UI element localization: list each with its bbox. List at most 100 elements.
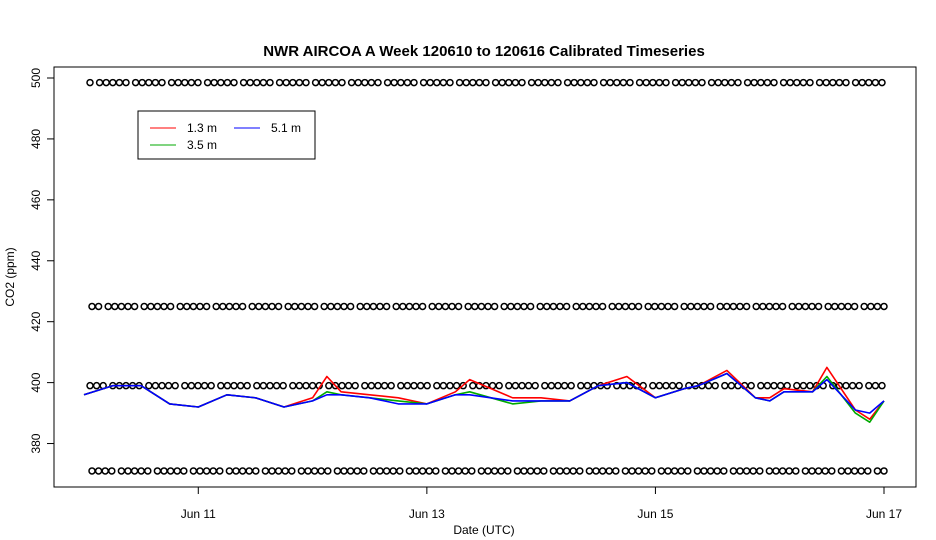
reference-point [426,78,434,87]
reference-point [554,78,562,87]
reference-point [230,78,238,87]
reference-point [344,381,353,390]
reference-point [500,302,508,311]
reference-point [243,381,251,390]
reference-point [382,467,391,475]
reference-point [615,302,623,311]
reference-point [111,302,119,311]
reference-point [687,302,695,311]
reference-point [183,302,191,311]
reference-point [612,467,620,475]
reference-point [166,302,175,311]
reference-point [369,302,378,311]
reference-point [844,467,852,475]
reference-point [691,78,700,87]
reference-point [448,302,456,311]
reference-point [577,78,585,87]
reference-point [236,381,245,390]
reference-point [308,381,317,390]
reference-point [842,381,850,390]
reference-point [302,78,310,87]
reference-point [363,302,371,311]
reference-point [217,381,225,390]
reference-point [171,381,179,390]
reference-point [173,467,181,475]
reference-point [361,381,369,390]
reference-point [102,78,110,87]
reference-point [390,78,398,87]
reference-point [490,302,499,311]
reference-point [219,302,227,311]
reference-point [577,381,585,390]
reference-point [563,78,572,87]
reference-point [671,78,680,87]
reference-point [680,302,688,311]
reference-point [541,381,549,390]
reference-point [86,381,94,390]
reference-point [657,467,666,475]
reference-point [713,467,721,475]
y-axis-label: CO2 (ppm) [3,247,17,306]
reference-point [397,381,405,390]
x-axis: Jun 11 Jun 13 Jun 15 Jun 17 [181,486,902,521]
reference-point [187,78,196,87]
reference-point [507,302,515,311]
reference-point [340,467,348,475]
reference-point [829,78,837,87]
reference-point [477,302,486,311]
reference-point [822,78,830,87]
reference-point [145,78,153,87]
reference-point [772,467,780,475]
reference-point [416,381,425,390]
reference-point [716,302,724,311]
y-axis: 380 400 420 440 460 480 500 [29,68,55,454]
reference-point [418,302,427,311]
reference-point [533,467,541,475]
reference-point [779,78,788,87]
reference-point [317,467,325,475]
reference-point [644,302,652,311]
reference-point [778,467,787,475]
reference-point [598,302,607,311]
reference-point [776,381,785,390]
reference-point [153,302,162,311]
reference-point [167,78,176,87]
reference-point [497,467,505,475]
reference-point [763,78,772,87]
reference-point [531,381,539,390]
reference-point [511,381,520,390]
reference-point [203,78,212,87]
reference-point [383,78,392,87]
chart-title: NWR AIRCOA A Week 120610 to 120616 Calib… [263,43,705,60]
reference-point [223,78,232,87]
reference-point [605,467,613,475]
legend-label: 5.1 m [271,121,301,135]
reference-point [288,467,296,475]
reference-point [433,78,441,87]
reference-point [765,302,774,311]
reference-point [543,302,551,311]
reference-point [706,467,715,475]
reference-point [871,381,880,390]
reference-point [824,302,832,311]
reference-point [410,78,418,87]
reference-point [360,467,368,475]
reference-point [318,78,326,87]
reference-point [540,467,548,475]
reference-point [124,467,132,475]
reference-point [678,78,686,87]
reference-point [200,381,209,390]
reference-point [808,467,816,475]
reference-point [880,302,888,311]
reference-point [714,78,722,87]
reference-point [560,381,569,390]
reference-point [353,467,361,475]
reference-point [174,78,182,87]
reference-point [837,467,846,475]
reference-point [291,302,299,311]
reference-point [295,381,304,390]
reference-point [693,302,702,311]
reference-point [412,467,420,475]
reference-point [621,302,630,311]
reference-point [433,381,441,390]
